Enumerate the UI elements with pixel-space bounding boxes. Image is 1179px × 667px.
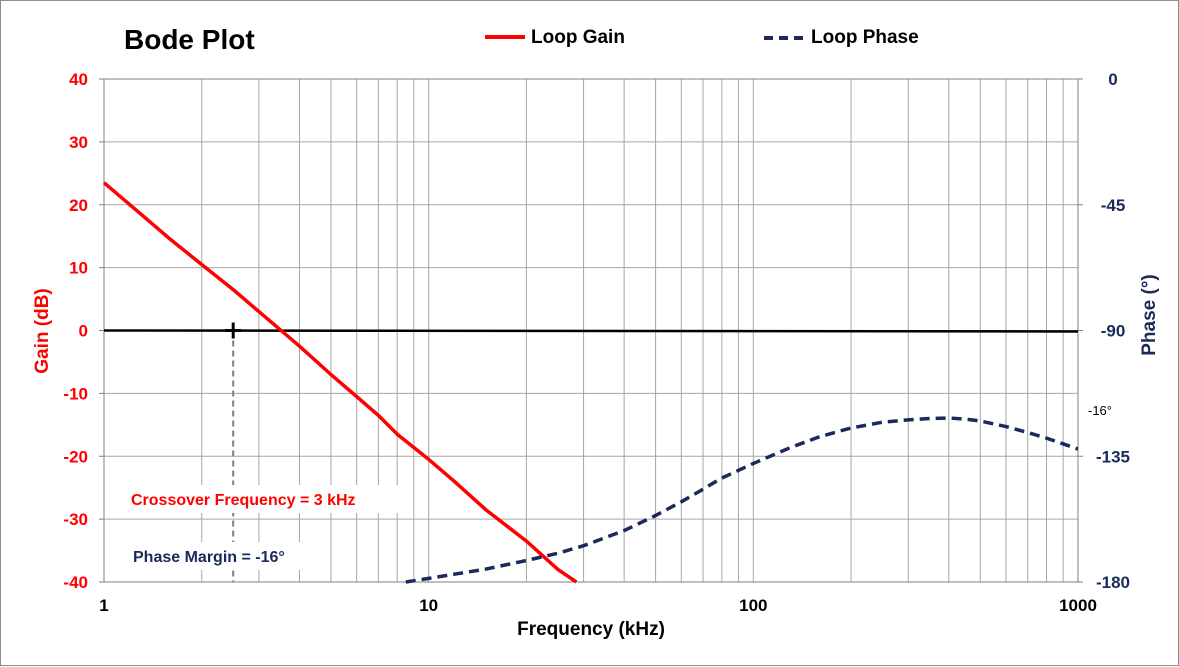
left-tick-label: -40 <box>63 573 88 592</box>
phase-margin-label-bg <box>129 542 311 570</box>
y-right-axis-title: Phase (°) <box>1139 274 1160 356</box>
right-tick-label: -135 <box>1096 447 1130 466</box>
marker-layer <box>225 322 242 582</box>
chart-title: Bode Plot <box>124 24 255 55</box>
y-left-axis-title: Gain (dB) <box>32 288 53 374</box>
x-axis-title: Frequency (kHz) <box>517 619 665 640</box>
left-tick-label: 30 <box>69 133 88 152</box>
legend: Loop Gain Loop Phase <box>485 27 919 48</box>
left-tick-label: -10 <box>63 384 88 403</box>
x-tick-label: 10 <box>419 596 438 615</box>
left-tick-label: 10 <box>69 259 88 278</box>
phase-value-annotation: -16° <box>1088 403 1112 418</box>
series-layer <box>102 181 1079 584</box>
zero-db-line <box>103 329 1079 333</box>
left-tick-label: 0 <box>79 322 88 341</box>
left-tick-label: 40 <box>69 70 88 89</box>
x-tick-label: 1 <box>99 596 108 615</box>
left-tick-label: -20 <box>63 447 88 466</box>
right-tick-labels: 0 -45 -90 -135 -180 <box>1078 70 1130 592</box>
left-tick-labels: 40 30 20 10 0 -10 -20 -30 -40 <box>63 70 104 592</box>
legend-gain-label: Loop Gain <box>531 27 625 48</box>
right-tick-label: -180 <box>1096 573 1130 592</box>
crossover-annotation: Crossover Frequency = 3 kHz <box>131 492 356 509</box>
right-tick-label: -45 <box>1101 196 1126 215</box>
crossover-label-bg <box>127 485 399 513</box>
x-tick-labels: 1 10 100 1000 <box>99 596 1097 615</box>
loop-phase-line <box>405 416 1079 584</box>
right-tick-label: 0 <box>1108 70 1117 89</box>
loop-gain-line <box>102 181 578 584</box>
x-tick-label: 1000 <box>1059 596 1097 615</box>
right-tick-label: -90 <box>1101 322 1126 341</box>
x-tick-label: 100 <box>739 596 767 615</box>
left-tick-label: 20 <box>69 196 88 215</box>
left-tick-label: -30 <box>63 510 88 529</box>
legend-phase-label: Loop Phase <box>811 27 919 48</box>
phase-margin-annotation: Phase Margin = -16° <box>133 549 285 566</box>
